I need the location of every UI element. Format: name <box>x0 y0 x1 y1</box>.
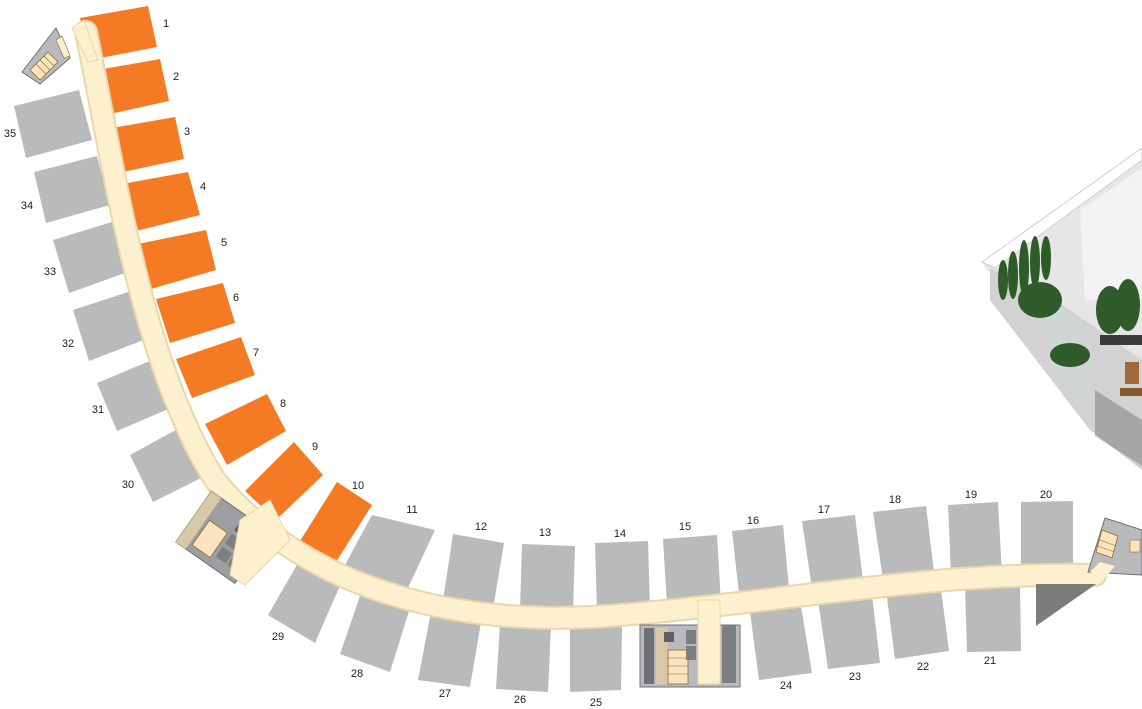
unit-5[interactable] <box>138 230 216 289</box>
unit-20[interactable] <box>1021 501 1073 570</box>
unit-32[interactable] <box>73 290 149 361</box>
unit-27[interactable] <box>418 617 481 687</box>
unit-8[interactable] <box>205 394 286 465</box>
unit-label-25: 25 <box>590 697 602 709</box>
unit-label-7: 7 <box>253 347 259 359</box>
unit-label-8: 8 <box>280 398 286 410</box>
unit-26[interactable] <box>496 624 551 692</box>
unit-label-1: 1 <box>163 18 169 30</box>
stair-core-south <box>639 599 741 688</box>
unit-label-11: 11 <box>406 504 417 516</box>
stairs-icon <box>191 519 228 559</box>
unit-label-13: 13 <box>539 527 551 539</box>
unit-label-10: 10 <box>352 480 364 492</box>
unit-label-5: 5 <box>221 237 227 249</box>
corridor-entry-top <box>71 19 99 63</box>
unit-label-24: 24 <box>780 680 792 692</box>
unit-label-19: 19 <box>965 489 977 501</box>
stair-core-east <box>1087 517 1142 578</box>
unit-10[interactable] <box>300 482 372 562</box>
corridor-branch-west <box>229 499 291 586</box>
unit-label-27: 27 <box>439 688 451 700</box>
unit-label-21: 21 <box>984 655 996 667</box>
unit-label-30: 30 <box>122 479 134 491</box>
unit-6[interactable] <box>156 283 235 343</box>
unit-3[interactable] <box>106 117 184 173</box>
unit-4[interactable] <box>122 172 200 232</box>
apartment-interior-render <box>981 147 1142 470</box>
unit-label-29: 29 <box>272 631 284 643</box>
unit-label-17: 17 <box>818 504 830 516</box>
unit-label-20: 20 <box>1040 489 1052 501</box>
unit-label-6: 6 <box>233 292 239 304</box>
unit-33[interactable] <box>53 222 128 293</box>
stairs-icon <box>667 649 689 685</box>
unit-29[interactable] <box>268 563 342 643</box>
unit-label-31: 31 <box>92 404 104 416</box>
unit-7[interactable] <box>176 337 255 398</box>
unit-34[interactable] <box>34 156 110 223</box>
unit-21[interactable] <box>965 586 1021 652</box>
ramp-shadow <box>1036 584 1096 626</box>
unit-label-16: 16 <box>747 515 759 527</box>
stairs-icon <box>29 51 59 81</box>
unit-label-14: 14 <box>614 528 626 540</box>
elevator-icon <box>664 632 674 642</box>
unit-label-18: 18 <box>889 494 901 506</box>
unit-18[interactable] <box>873 506 935 586</box>
unit-16[interactable] <box>732 525 790 603</box>
unit-12[interactable] <box>442 534 504 615</box>
unit-label-32: 32 <box>62 338 74 350</box>
unit-label-9: 9 <box>312 441 318 453</box>
unit-label-34: 34 <box>21 200 33 212</box>
unit-14[interactable] <box>595 541 650 610</box>
unit-label-22: 22 <box>917 661 929 673</box>
unit-label-23: 23 <box>849 671 861 683</box>
unit-label-15: 15 <box>679 521 691 533</box>
unit-25[interactable] <box>570 624 622 692</box>
unit-28[interactable] <box>340 593 410 672</box>
unit-label-35: 35 <box>4 128 16 140</box>
unit-label-4: 4 <box>200 181 206 193</box>
unit-label-26: 26 <box>514 694 526 706</box>
unit-label-2: 2 <box>173 71 179 83</box>
unit-9[interactable] <box>245 442 323 520</box>
corridor-floor <box>76 22 1105 628</box>
stairs-icon <box>1095 529 1119 559</box>
unit-23[interactable] <box>818 595 880 669</box>
stair-core-top-left <box>21 27 71 85</box>
unit-15[interactable] <box>663 535 721 606</box>
unit-35[interactable] <box>14 90 92 158</box>
unit-19[interactable] <box>948 502 1002 575</box>
unit-label-28: 28 <box>351 668 363 680</box>
unit-label-33: 33 <box>44 266 56 278</box>
unit-24[interactable] <box>750 606 812 680</box>
unit-label-3: 3 <box>184 126 190 138</box>
unit-13[interactable] <box>520 544 575 612</box>
unit-label-12: 12 <box>475 521 487 533</box>
unit-17[interactable] <box>802 515 864 595</box>
unit-22[interactable] <box>886 582 949 659</box>
